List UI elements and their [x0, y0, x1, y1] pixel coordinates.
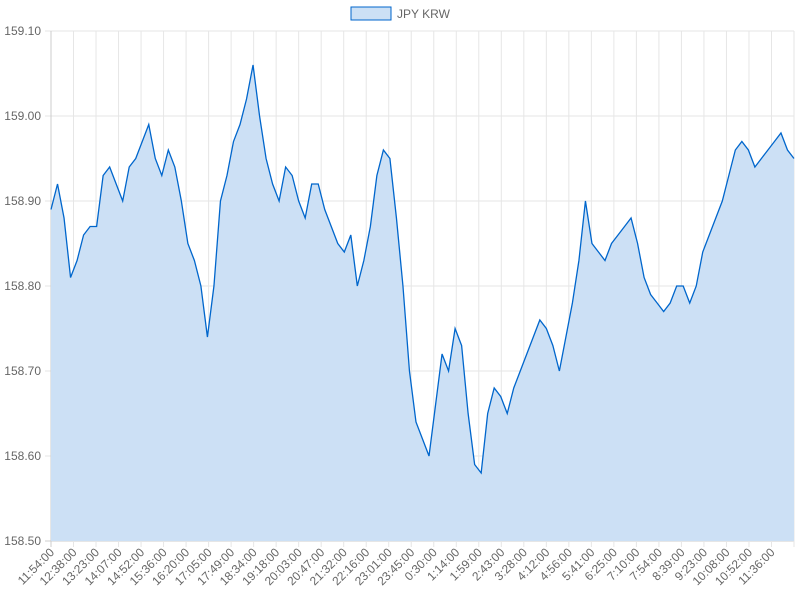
y-axis: 159.10 159.00 158.90 158.80 158.70 158.60 158.… [4, 24, 41, 548]
y-tick-label: 158.60 [4, 449, 41, 463]
y-tick-label: 158.80 [4, 279, 41, 293]
y-tick-label: 158.70 [4, 364, 41, 378]
legend-label[interactable]: JPY KRW [397, 7, 451, 21]
y-tick-label: 158.50 [4, 534, 41, 548]
legend[interactable]: JPY KRW [350, 6, 451, 21]
series-line-jpy-krw [50, 64, 795, 475]
y-tick-label: 158.90 [4, 194, 41, 208]
y-tick-label: 159.00 [4, 109, 41, 123]
y-tick-label: 159.10 [4, 24, 41, 38]
legend-swatch[interactable] [350, 6, 392, 21]
x-axis: 11:54:0012:38:0013:23:0014:07:0014:52:00… [15, 545, 778, 588]
series-area-jpy-krw [51, 65, 794, 541]
